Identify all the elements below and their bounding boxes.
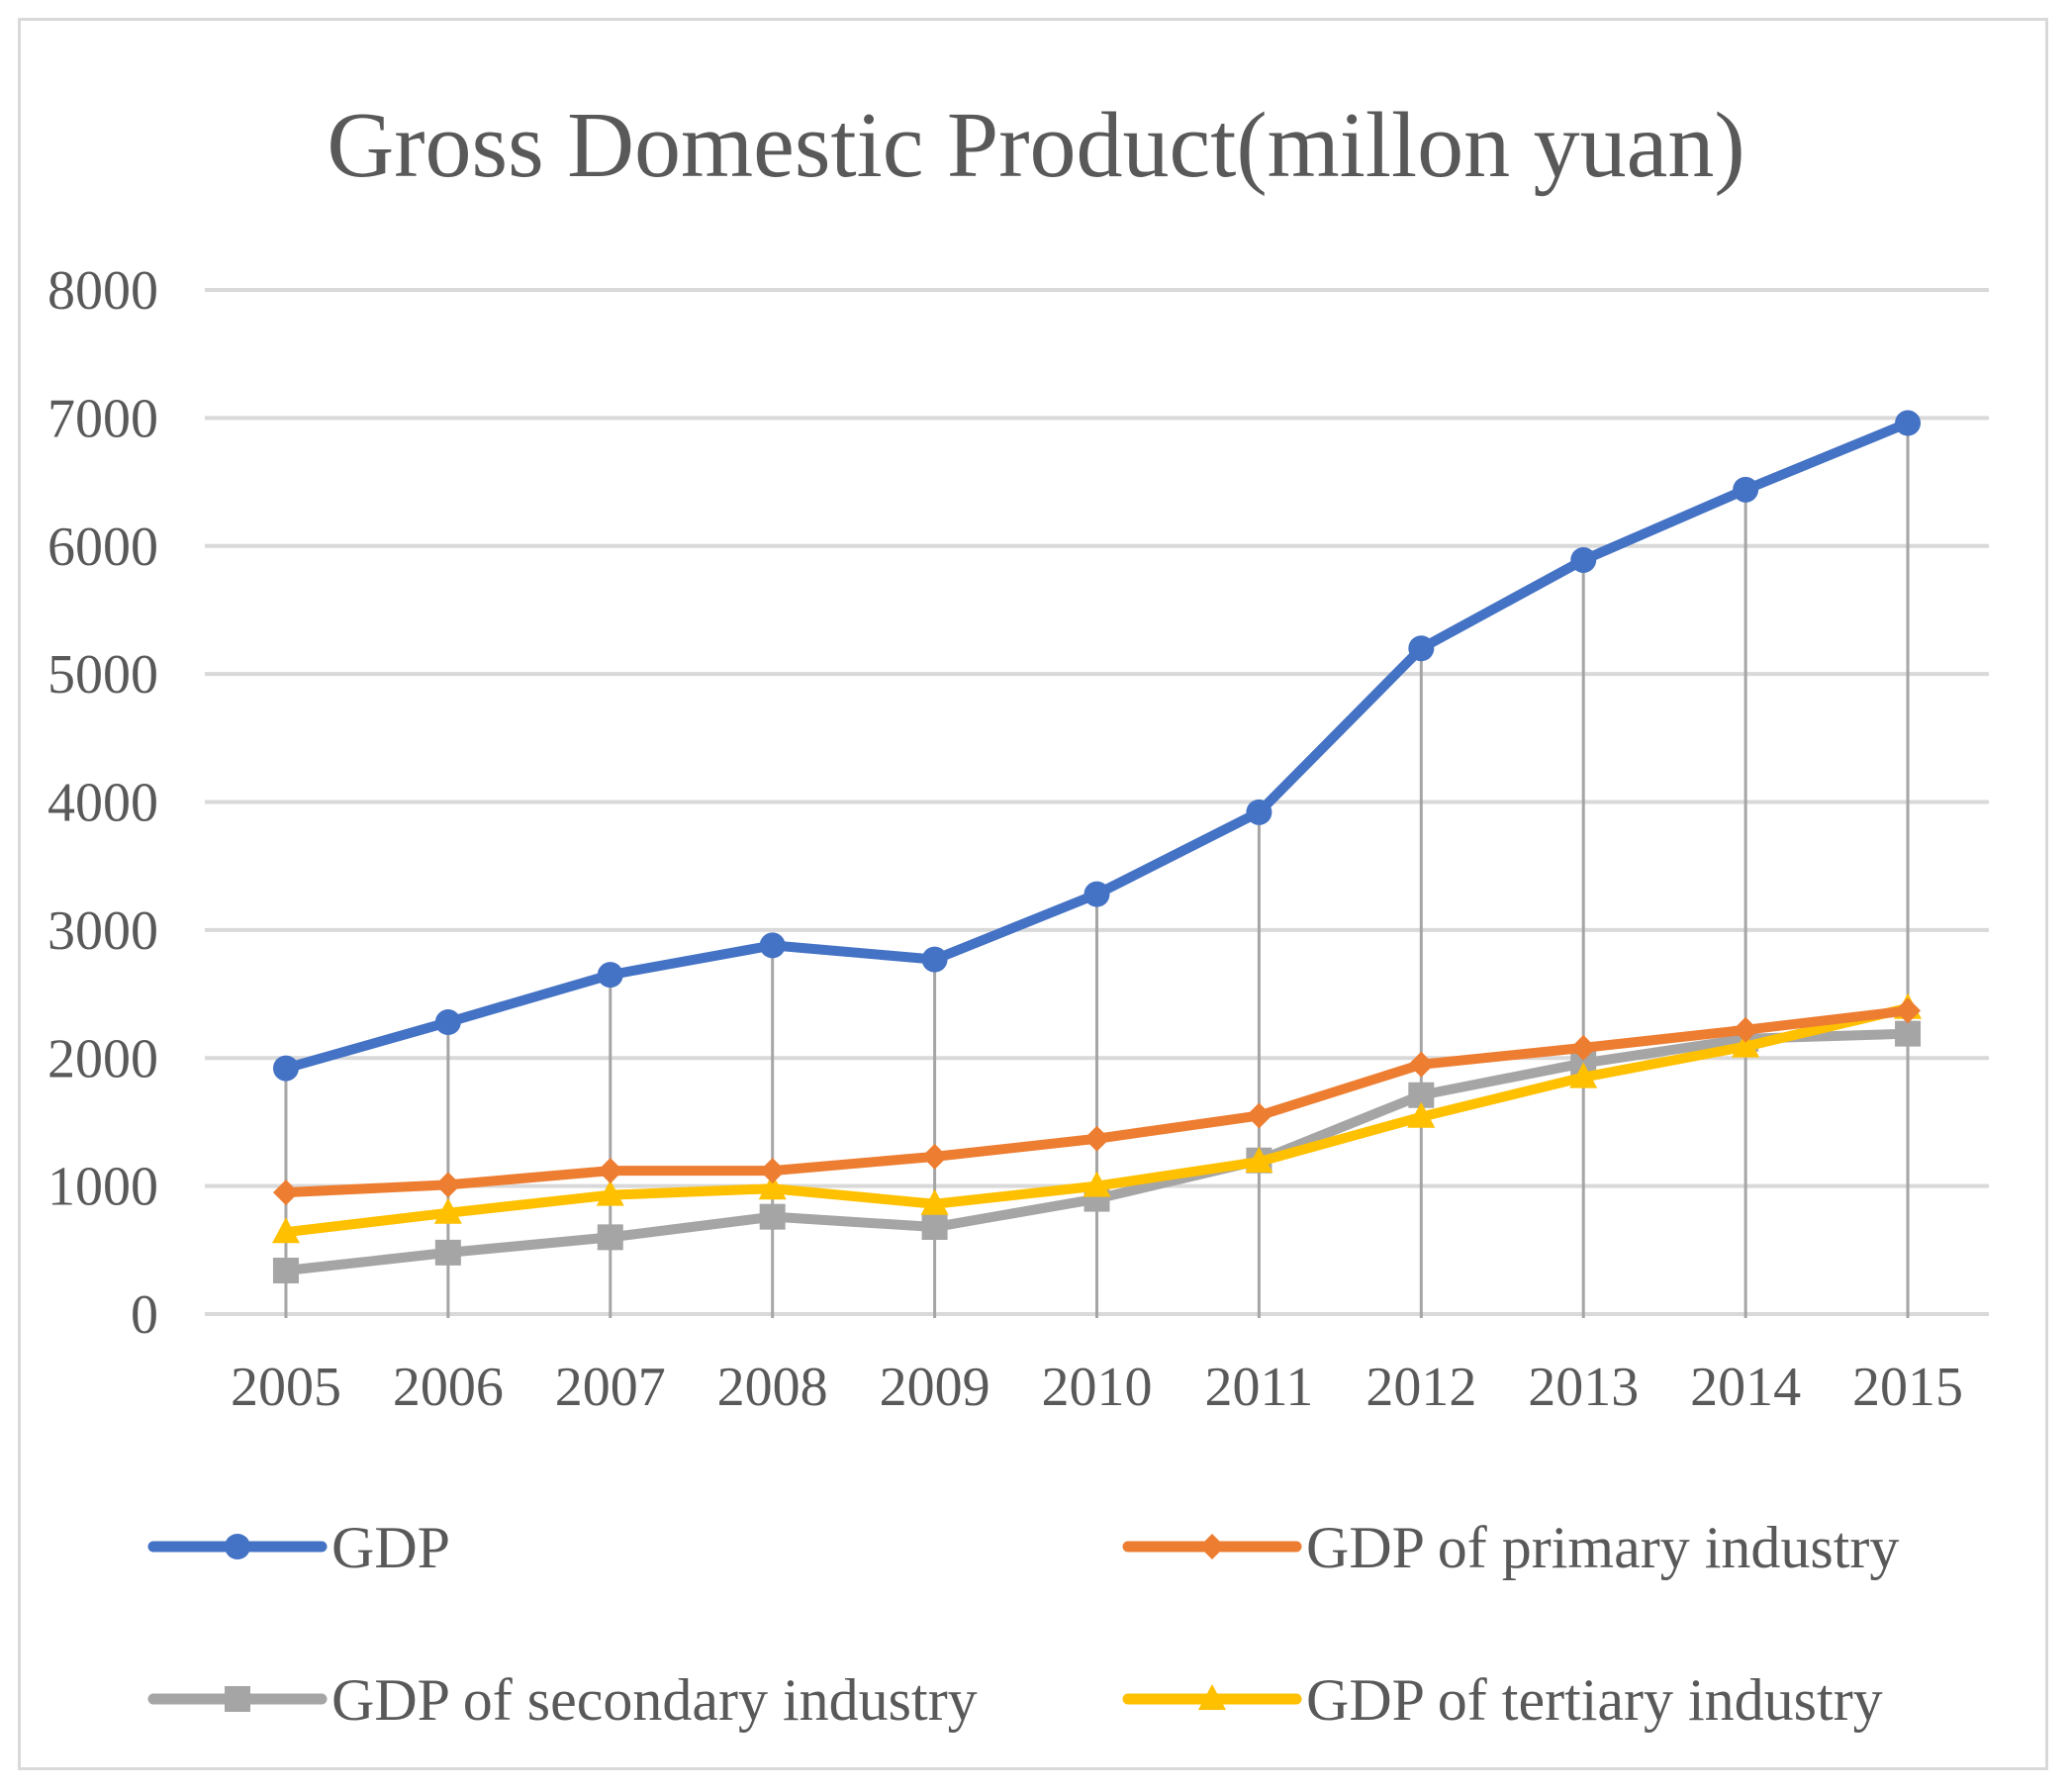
data-point [598,1224,623,1250]
legend-item: GDP of tertiary industry [1128,1667,1883,1733]
line-chart: Gross Domestic Product(millon yuan) 0 100… [0,0,2072,1792]
legend: GDP GDP of primary industry GDP of seconda… [153,1515,1899,1733]
data-point [1570,547,1596,573]
legend-swatch-marker [225,1534,250,1559]
legend-swatch-marker [225,1686,250,1712]
data-point [273,1179,299,1205]
legend-label: GDP [331,1515,450,1580]
y-tick-label: 7000 [47,388,158,449]
x-tick-label: 2007 [555,1357,666,1418]
legend-label: GDP of secondary industry [331,1667,978,1733]
data-point [1084,882,1110,907]
data-point [1895,411,1921,436]
x-tick-label: 2010 [1042,1357,1153,1418]
y-tick-label: 2000 [47,1028,158,1089]
data-point [1733,477,1758,503]
data-point [922,947,948,973]
x-axis-ticks: 2005 2006 2007 2008 2009 2010 2011 2012 2013 2014… [231,1357,1963,1418]
y-tick-label: 0 [131,1284,158,1346]
data-point [760,1158,786,1183]
data-point [1084,1126,1110,1152]
data-point [1246,800,1271,825]
x-tick-label: 2013 [1528,1357,1639,1418]
y-tick-label: 6000 [47,517,158,578]
data-point [1895,997,1921,1023]
data-point [273,1056,299,1082]
x-tick-label: 2012 [1366,1357,1476,1418]
data-point [760,1204,786,1230]
data-point [1246,1102,1271,1128]
data-point [435,1172,461,1197]
y-tick-label: 3000 [47,900,158,962]
y-axis-ticks: 0 1000 2000 3000 4000 5000 6000 7000 8000 [47,260,158,1346]
y-tick-label: 5000 [47,644,158,706]
y-tick-label: 4000 [47,773,158,834]
legend-item: GDP of secondary industry [153,1667,978,1733]
legend-label: GDP of primary industry [1306,1515,1899,1580]
data-point [760,932,786,958]
data-point [598,962,623,988]
y-tick-label: 1000 [47,1157,158,1218]
legend-label: GDP of tertiary industry [1306,1667,1883,1733]
data-point [435,1009,461,1035]
data-point [1408,635,1434,661]
data-point [922,1214,948,1240]
x-tick-label: 2011 [1204,1357,1313,1418]
data-point [273,1258,299,1283]
chart-title: Gross Domestic Product(millon yuan) [327,94,1744,197]
legend-item: GDP of primary industry [1128,1515,1899,1580]
data-point [1895,1021,1921,1047]
data-point [922,1144,948,1170]
legend-swatch-marker [1199,1534,1225,1559]
x-tick-label: 2015 [1852,1357,1963,1418]
x-tick-label: 2008 [717,1357,828,1418]
x-tick-label: 2009 [880,1357,990,1418]
legend-item: GDP [153,1515,450,1580]
y-tick-label: 8000 [47,260,158,322]
data-point [435,1240,461,1266]
x-tick-label: 2006 [393,1357,504,1418]
x-tick-label: 2005 [231,1357,341,1418]
data-point [598,1158,623,1183]
x-tick-label: 2014 [1690,1357,1801,1418]
data-point [1408,1052,1434,1078]
